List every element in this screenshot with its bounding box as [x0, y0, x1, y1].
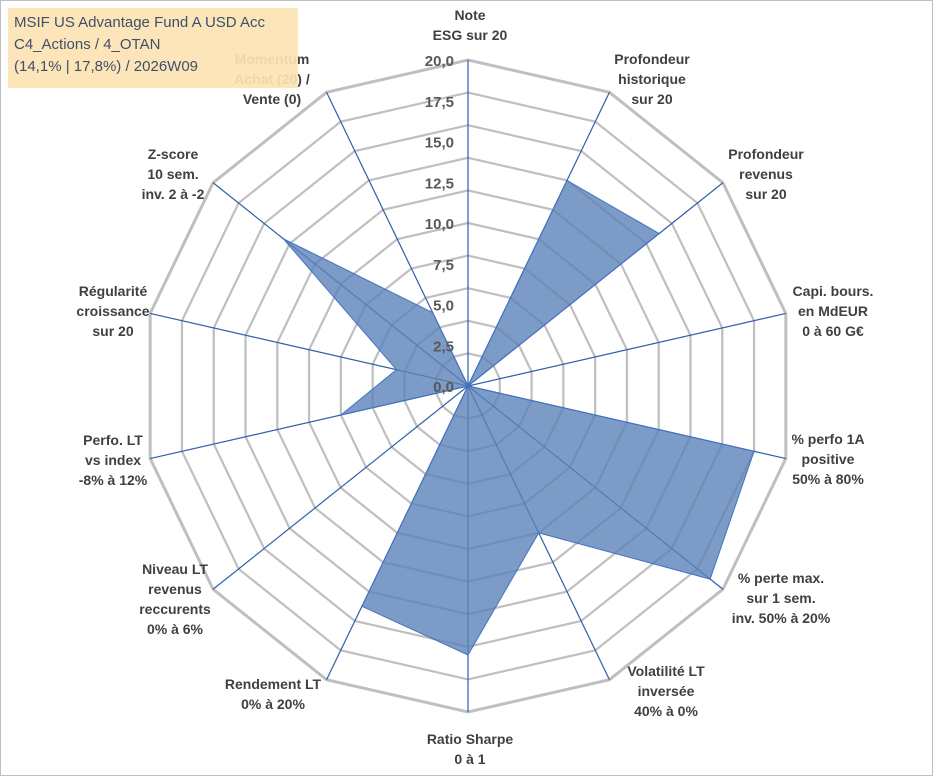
axis-label-9: Niveau LT revenus reccurents 0% à 6%	[139, 561, 211, 637]
tick-label-8: 20,0	[425, 53, 454, 70]
axis-label-1-line-1: historique	[618, 71, 686, 87]
axis-label-12-line-1: 10 sem.	[147, 166, 198, 182]
data-point-4	[753, 450, 755, 453]
axis-label-12: Z-score 10 sem. inv. 2 à -2	[142, 146, 205, 202]
axis-label-10-line-1: vs index	[85, 452, 141, 468]
axis-label-5-line-2: inv. 50% à 20%	[732, 610, 831, 626]
axis-label-3: Capi. bours. en MdEUR 0 à 60 G€	[793, 283, 874, 339]
tick-label-3: 7,5	[433, 257, 454, 274]
tick-label-0: 0,0	[433, 379, 454, 396]
data-point-7	[467, 654, 469, 656]
tick-label-4: 10,0	[425, 216, 454, 233]
axis-label-9-line-3: 0% à 6%	[147, 621, 204, 637]
tick-label-1: 2,5	[433, 338, 454, 355]
axis-label-9-line-1: revenus	[148, 581, 202, 597]
tick-label-6: 15,0	[425, 135, 454, 152]
axis-label-10-line-0: Perfo. LT	[83, 432, 143, 448]
data-point-2	[658, 232, 660, 235]
data-point-13	[431, 311, 434, 314]
tick-label-7: 17,5	[425, 94, 454, 111]
axis-label-6: Volatilité LT inversée 40% à 0%	[627, 663, 705, 719]
axis-label-1: Profondeur historique sur 20	[614, 51, 690, 107]
axis-label-10-line-2: -8% à 12%	[79, 472, 148, 488]
axis-label-13-line-2: Vente (0)	[243, 91, 301, 107]
axis-label-11-line-1: croissance	[76, 303, 149, 319]
axis-label-4: % perfo 1A positive 50% à 80%	[791, 431, 864, 487]
axis-labels: Note ESG sur 20 Profondeur historique sur 20…	[76, 7, 873, 767]
axis-label-2-line-0: Profondeur	[728, 146, 804, 162]
axis-label-7-line-1: 0 à 1	[454, 751, 485, 767]
series-area	[282, 179, 755, 656]
axis-label-4-line-0: % perfo 1A	[791, 431, 864, 447]
axis-label-2-line-1: revenus	[739, 166, 793, 182]
axis-label-12-line-2: inv. 2 à -2	[142, 186, 205, 202]
axis-label-6-line-1: inversée	[638, 683, 695, 699]
spoke-3	[467, 312, 786, 387]
axis-label-9-line-2: reccurents	[139, 601, 211, 617]
data-point-6	[537, 532, 540, 534]
axis-label-7: Ratio Sharpe 0 à 1	[427, 731, 514, 767]
data-point-8	[361, 605, 363, 608]
data-point-11	[395, 368, 398, 371]
axis-label-11-line-0: Régularité	[79, 283, 148, 299]
axis-label-1-line-2: sur 20	[631, 91, 672, 107]
radar-series	[282, 179, 755, 656]
axis-label-6-line-0: Volatilité LT	[627, 663, 705, 679]
axis-label-6-line-2: 40% à 0%	[634, 703, 698, 719]
axis-label-7-line-0: Ratio Sharpe	[427, 731, 514, 747]
data-point-5	[709, 578, 711, 580]
data-point-10	[340, 414, 342, 416]
axis-label-0-line-1: ESG sur 20	[433, 27, 508, 43]
data-point-12	[282, 237, 285, 240]
axis-label-1-line-0: Profondeur	[614, 51, 690, 67]
fund-category: C4_Actions / 4_OTAN	[14, 36, 161, 53]
axis-label-2-line-2: sur 20	[745, 186, 786, 202]
axis-label-8-line-0: Rendement LT	[225, 676, 322, 692]
axis-label-11: Régularité croissance sur 20	[76, 283, 149, 339]
axis-label-5-line-0: % perte max.	[738, 570, 824, 586]
fund-stats: (14,1% | 17,8%) / 2026W09	[14, 58, 198, 75]
axis-label-3-line-2: 0 à 60 G€	[802, 323, 864, 339]
axis-label-8-line-1: 0% à 20%	[241, 696, 305, 712]
data-point-9	[467, 385, 469, 387]
axis-label-9-line-0: Niveau LT	[142, 561, 208, 577]
axis-label-2: Profondeur revenus sur 20	[728, 146, 804, 202]
axis-label-8: Rendement LT 0% à 20%	[225, 676, 322, 712]
axis-label-4-line-1: positive	[802, 451, 855, 467]
axis-label-5: % perte max. sur 1 sem. inv. 50% à 20%	[732, 570, 831, 626]
axis-label-5-line-1: sur 1 sem.	[746, 590, 815, 606]
data-point-1	[566, 179, 568, 182]
axis-label-0: Note ESG sur 20	[433, 7, 508, 43]
axis-label-3-line-0: Capi. bours.	[793, 283, 874, 299]
tick-label-5: 12,5	[425, 175, 454, 192]
fund-title-box: MSIF US Advantage Fund A USD Acc C4_Acti…	[8, 8, 298, 88]
axis-label-12-line-0: Z-score	[148, 146, 199, 162]
spoke-9	[212, 385, 469, 590]
axis-label-4-line-2: 50% à 80%	[792, 471, 864, 487]
radial-tick-labels: 0,0 2,5 5,0 7,5 10,0 12,5 15,0 17,5 20,0	[425, 53, 454, 396]
axis-label-0-line-0: Note	[454, 7, 485, 23]
axis-label-11-line-2: sur 20	[92, 323, 133, 339]
axis-label-10: Perfo. LT vs index -8% à 12%	[79, 432, 148, 488]
fund-name: MSIF US Advantage Fund A USD Acc	[14, 14, 265, 31]
tick-label-2: 5,0	[433, 298, 454, 315]
axis-label-3-line-1: en MdEUR	[798, 303, 868, 319]
